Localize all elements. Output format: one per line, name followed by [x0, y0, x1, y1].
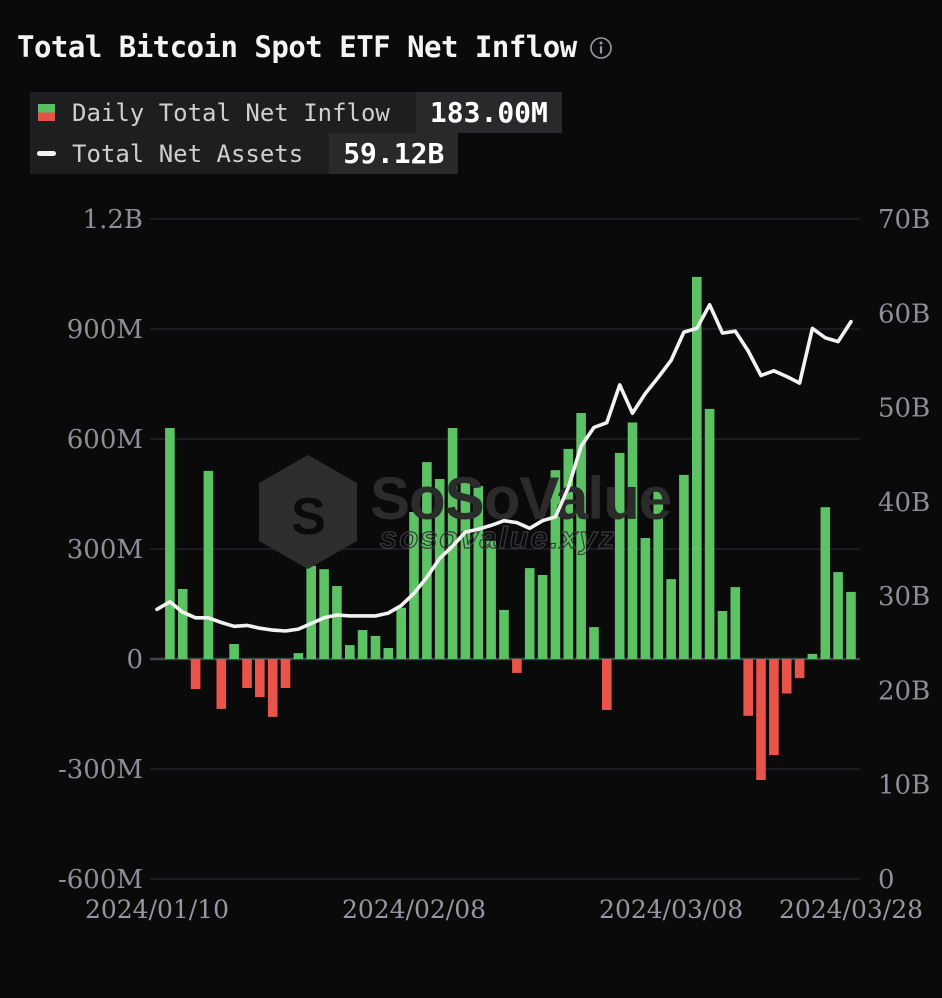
inflow-bar[interactable]	[589, 627, 599, 659]
left-axis-tick-label: -300M	[58, 755, 143, 785]
right-axis-labels: 70B 60B 50B 40B 30B 20B 10B 0	[878, 205, 930, 895]
right-axis-tick-label: 0	[878, 865, 895, 895]
inflow-bar[interactable]	[653, 488, 663, 659]
right-axis-tick-label: 70B	[878, 205, 930, 235]
inflow-bar[interactable]	[177, 589, 188, 659]
inflow-bar[interactable]	[640, 538, 651, 659]
page-title: Total Bitcoin Spot ETF Net Inflow	[17, 30, 577, 64]
inflow-bar[interactable]	[332, 586, 342, 659]
inflow-bar[interactable]	[717, 611, 728, 659]
inflow-bar[interactable]	[563, 448, 574, 659]
left-axis-tick-label: -600M	[58, 865, 143, 895]
inflow-bar[interactable]	[743, 659, 753, 716]
right-axis-tick-label: 20B	[878, 676, 930, 706]
left-axis-tick-label: 900M	[67, 315, 143, 345]
x-axis-tick-label: 2024/03/08	[599, 895, 743, 924]
left-axis-tick-label: 300M	[67, 535, 143, 565]
inflow-bar[interactable]	[460, 481, 471, 659]
inflow-bar[interactable]	[602, 659, 612, 710]
page-header: Total Bitcoin Spot ETF Net Inflow	[17, 30, 613, 64]
inflow-bar[interactable]	[666, 579, 676, 659]
inflow-bar[interactable]	[383, 648, 394, 659]
inflow-bar[interactable]	[794, 659, 805, 679]
inflow-bar[interactable]	[293, 653, 304, 659]
inflow-bar[interactable]	[486, 540, 496, 659]
inflow-bar[interactable]	[833, 572, 843, 659]
chart-legend: Daily Total Net Inflow 183.00M Total Net…	[30, 92, 562, 174]
inflow-bar[interactable]	[267, 659, 278, 717]
legend-assets-label: Total Net Assets	[72, 139, 304, 168]
inflow-bar[interactable]	[434, 479, 445, 659]
inflow-bar[interactable]	[704, 408, 715, 659]
legend-daily-label: Daily Total Net Inflow	[72, 98, 390, 127]
inflow-bar[interactable]	[537, 575, 548, 659]
inflow-bar[interactable]	[447, 428, 458, 659]
daily-net-inflow-bars[interactable]	[165, 276, 856, 780]
soso-cube-logo-icon	[259, 455, 357, 569]
inflow-bar[interactable]	[781, 659, 792, 694]
inflow-bar[interactable]	[165, 428, 175, 659]
inflow-bar[interactable]	[409, 512, 419, 659]
green-red-bar-swatch-icon	[38, 104, 55, 121]
inflow-bar[interactable]	[473, 485, 484, 659]
inflow-bar[interactable]	[576, 413, 586, 659]
inflow-bar[interactable]	[422, 462, 432, 659]
x-axis-labels: 2024/01/10 2024/02/08 2024/03/08 2024/03/28	[85, 895, 923, 924]
left-axis-tick-label: 0	[126, 645, 143, 675]
watermark-url-text: sosovalue.xyz	[380, 520, 616, 555]
inflow-bar[interactable]	[357, 630, 368, 659]
inflow-bar[interactable]	[846, 591, 856, 659]
x-axis-tick-label: 2024/02/08	[342, 895, 486, 924]
inflow-bar[interactable]	[679, 474, 689, 659]
right-axis-tick-label: 50B	[878, 394, 930, 424]
inflow-bar[interactable]	[499, 609, 509, 659]
inflow-bar[interactable]	[820, 507, 831, 659]
line-series-marker-icon	[37, 151, 56, 156]
inflow-bar[interactable]	[614, 452, 625, 659]
inflow-bar[interactable]	[203, 470, 214, 659]
inflow-bar[interactable]	[512, 659, 522, 673]
inflow-bar[interactable]	[216, 659, 227, 709]
inflow-bar[interactable]	[692, 276, 702, 659]
inflow-bar[interactable]	[627, 422, 638, 660]
legend-total-net-assets[interactable]: Total Net Assets 59.12B	[30, 133, 459, 174]
legend-assets-value: 59.12B	[329, 133, 459, 174]
watermark-brand-text: SoSoValue	[370, 465, 671, 532]
inflow-bar[interactable]	[769, 659, 779, 756]
right-axis-tick-label: 40B	[878, 488, 930, 518]
x-axis-tick-label: 2024/01/10	[85, 895, 229, 924]
right-axis-tick-label: 60B	[878, 299, 930, 329]
right-axis-tick-label: 10B	[878, 771, 930, 801]
inflow-bar[interactable]	[255, 659, 265, 698]
legend-daily-value: 183.00M	[415, 92, 562, 133]
svg-text:S: S	[291, 488, 325, 546]
inflow-bar[interactable]	[280, 659, 291, 688]
right-axis-tick-label: 30B	[878, 582, 930, 612]
info-icon[interactable]	[589, 36, 613, 60]
inflow-bar[interactable]	[242, 659, 252, 688]
inflow-bar[interactable]	[370, 635, 381, 659]
inflow-bar[interactable]	[229, 644, 239, 659]
legend-daily-net-inflow[interactable]: Daily Total Net Inflow 183.00M	[30, 92, 562, 133]
total-net-assets-line[interactable]	[155, 303, 853, 633]
inflow-bar[interactable]	[756, 659, 766, 780]
inflow-bar[interactable]	[524, 568, 535, 659]
inflow-bar[interactable]	[319, 569, 329, 659]
left-axis-labels: 1.2B 900M 600M 300M 0 -300M -600M	[58, 205, 143, 895]
inflow-bar[interactable]	[550, 470, 561, 659]
inflow-bar[interactable]	[190, 659, 201, 690]
inflow-bar[interactable]	[345, 645, 355, 659]
left-axis-tick-label: 1.2B	[83, 205, 143, 235]
inflow-bar[interactable]	[396, 607, 406, 659]
inflow-bar[interactable]	[730, 587, 741, 659]
left-axis-tick-label: 600M	[67, 425, 143, 455]
inflow-bar[interactable]	[807, 653, 818, 659]
x-axis-tick-label: 2024/03/28	[779, 895, 923, 924]
inflow-bar[interactable]	[306, 565, 316, 659]
